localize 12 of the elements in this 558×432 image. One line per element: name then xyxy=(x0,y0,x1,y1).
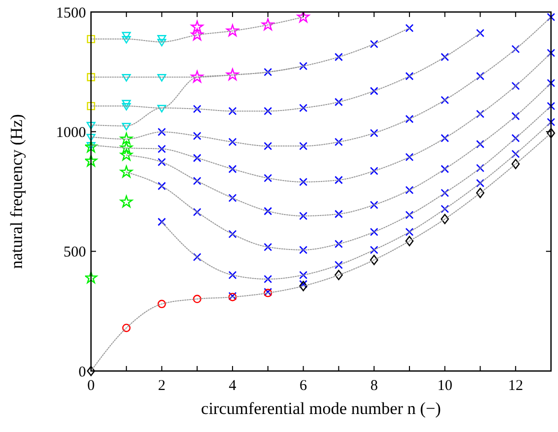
y-tick-label: 1000 xyxy=(56,124,86,141)
y-tick-label: 0 xyxy=(78,364,86,380)
x-tick-label: 12 xyxy=(508,378,524,394)
y-tick-label: 500 xyxy=(64,244,86,261)
y-axis-title: natural frequency (Hz) xyxy=(7,114,26,269)
x-tick-label: 8 xyxy=(370,378,378,394)
y-tick-label: 1500 xyxy=(56,5,86,22)
x-tick-label: 6 xyxy=(300,378,308,394)
x-tick-label: 2 xyxy=(158,378,166,394)
x-tick-label: 10 xyxy=(437,378,452,394)
x-axis-title: circumferential mode number n (−) xyxy=(201,399,441,418)
x-tick-label: 4 xyxy=(228,378,237,394)
